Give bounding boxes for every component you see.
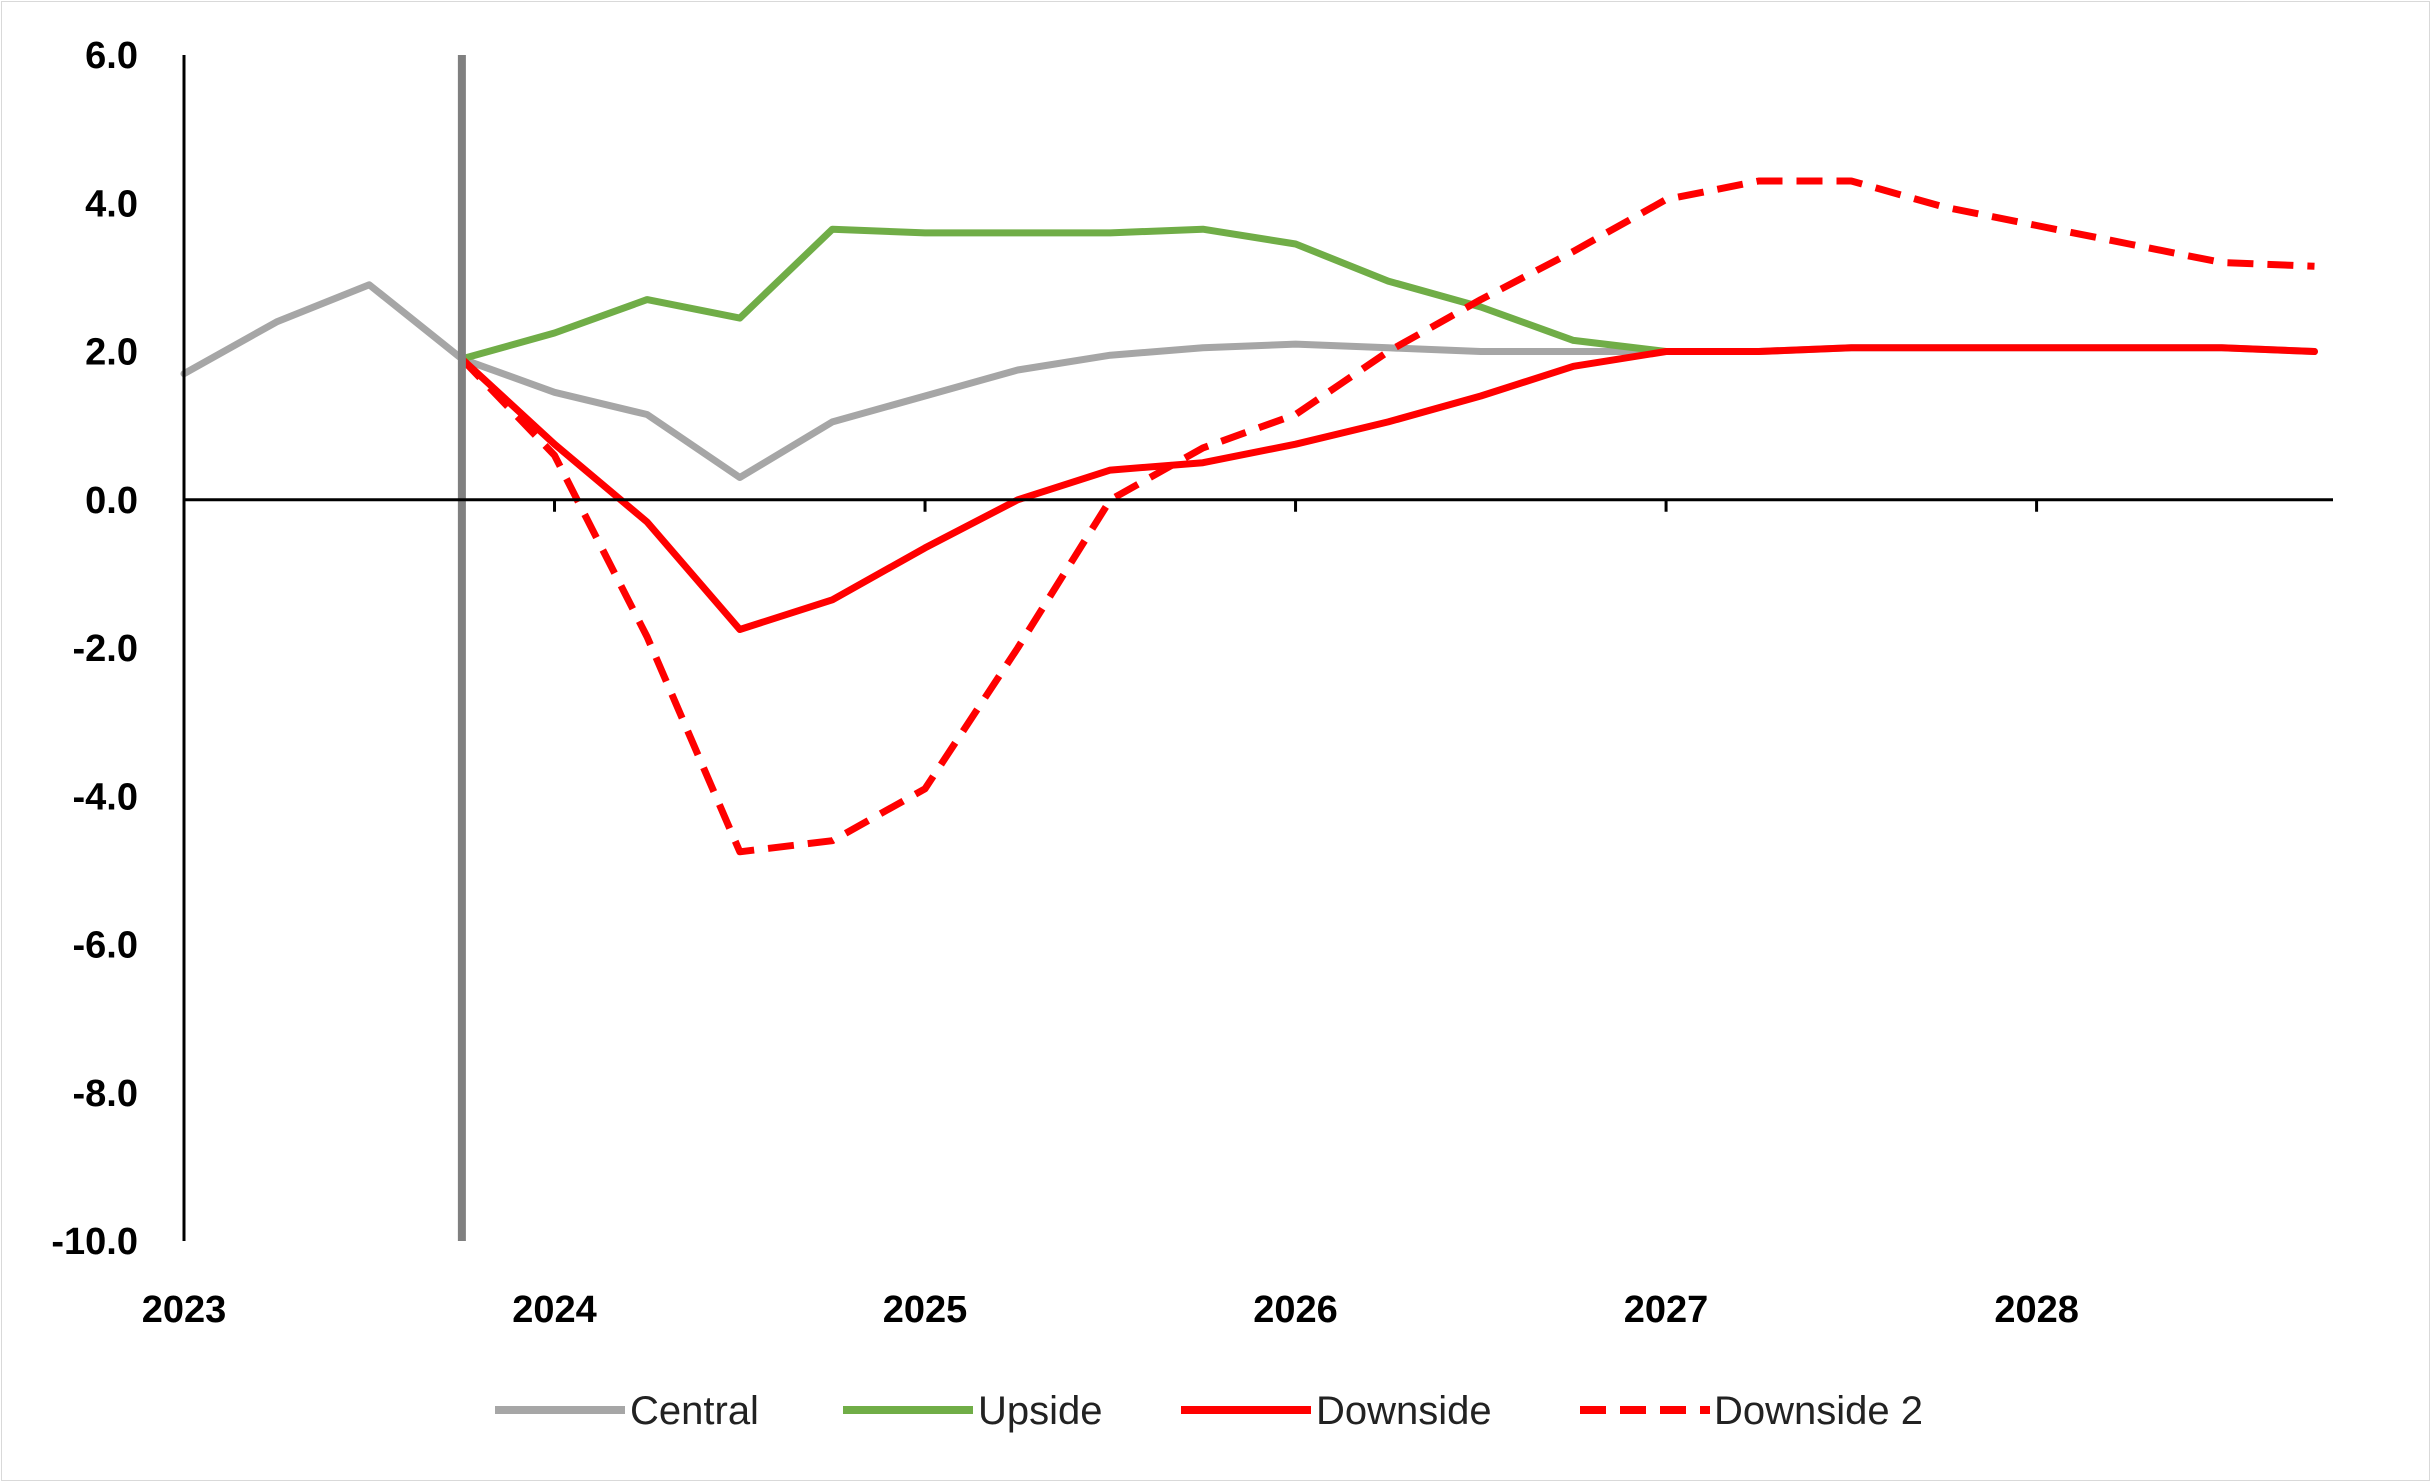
x-tick-label: 2023 <box>142 1289 227 1331</box>
y-tick-label: -4.0 <box>73 776 138 818</box>
x-tick-label: 2027 <box>1624 1289 1709 1331</box>
y-tick-label: 0.0 <box>85 480 138 522</box>
legend-label: Downside 2 <box>1714 1389 1923 1433</box>
y-axis-tick-labels: 6.0 4.0 2.0 0.0 -2.0 -4.0 -6.0 -8.0 -10.0 <box>51 35 138 1263</box>
y-tick-label: -8.0 <box>73 1073 138 1115</box>
series-line-upside <box>458 225 1670 363</box>
series-lines <box>180 177 2318 856</box>
x-axis-tick-labels: 2023 2024 2025 2026 2027 2028 <box>142 1289 2079 1331</box>
y-tick-label: -2.0 <box>73 628 138 670</box>
legend-label: Upside <box>978 1389 1103 1433</box>
legend-label: Downside <box>1316 1389 1492 1433</box>
legend-label: Central <box>630 1389 759 1433</box>
y-tick-label: 2.0 <box>85 332 138 374</box>
y-tick-label: 6.0 <box>85 35 138 77</box>
series-line-central <box>180 281 2318 481</box>
y-tick-label: -10.0 <box>51 1221 138 1263</box>
series-line-downside-2 <box>459 177 2315 856</box>
x-tick-label: 2026 <box>1253 1289 1338 1331</box>
y-tick-label: -6.0 <box>73 925 138 967</box>
x-tick-label: 2028 <box>1994 1289 2079 1331</box>
x-axis-tick-marks <box>553 499 2039 512</box>
x-tick-label: 2025 <box>883 1289 968 1331</box>
legend: Central Upside Downside Downside 2 <box>495 1389 1923 1433</box>
y-tick-label: 4.0 <box>85 183 138 225</box>
x-tick-label: 2024 <box>512 1289 597 1331</box>
series-line-downside <box>458 344 2318 633</box>
